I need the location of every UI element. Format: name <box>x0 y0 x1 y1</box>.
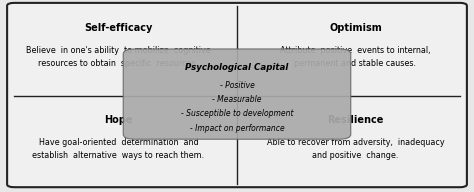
Text: Psychological Capital: Psychological Capital <box>185 63 289 72</box>
Text: - Positive: - Positive <box>219 81 255 90</box>
Text: Able to recover from adversity,  inadequacy
and positive  change.: Able to recover from adversity, inadequa… <box>267 138 444 160</box>
Text: Believe  in one's ability  to mobilize  cognitive
resources to obtain  specific : Believe in one's ability to mobilize cog… <box>26 46 211 68</box>
Text: - Impact on performance: - Impact on performance <box>190 124 284 133</box>
Text: - Susceptible to development: - Susceptible to development <box>181 109 293 118</box>
Text: Resilience: Resilience <box>328 115 383 125</box>
FancyBboxPatch shape <box>7 3 467 187</box>
Text: Optimism: Optimism <box>329 23 382 33</box>
Text: Self-efficacy: Self-efficacy <box>84 23 153 33</box>
Text: Attribute  positive  events to internal,
permanent and stable causes.: Attribute positive events to internal, p… <box>280 46 431 68</box>
Text: Have goal-oriented  determination  and
establish  alternative  ways to reach the: Have goal-oriented determination and est… <box>32 138 205 160</box>
FancyBboxPatch shape <box>123 49 351 139</box>
Text: - Measurable: - Measurable <box>212 95 262 104</box>
Text: Hope: Hope <box>104 115 133 125</box>
